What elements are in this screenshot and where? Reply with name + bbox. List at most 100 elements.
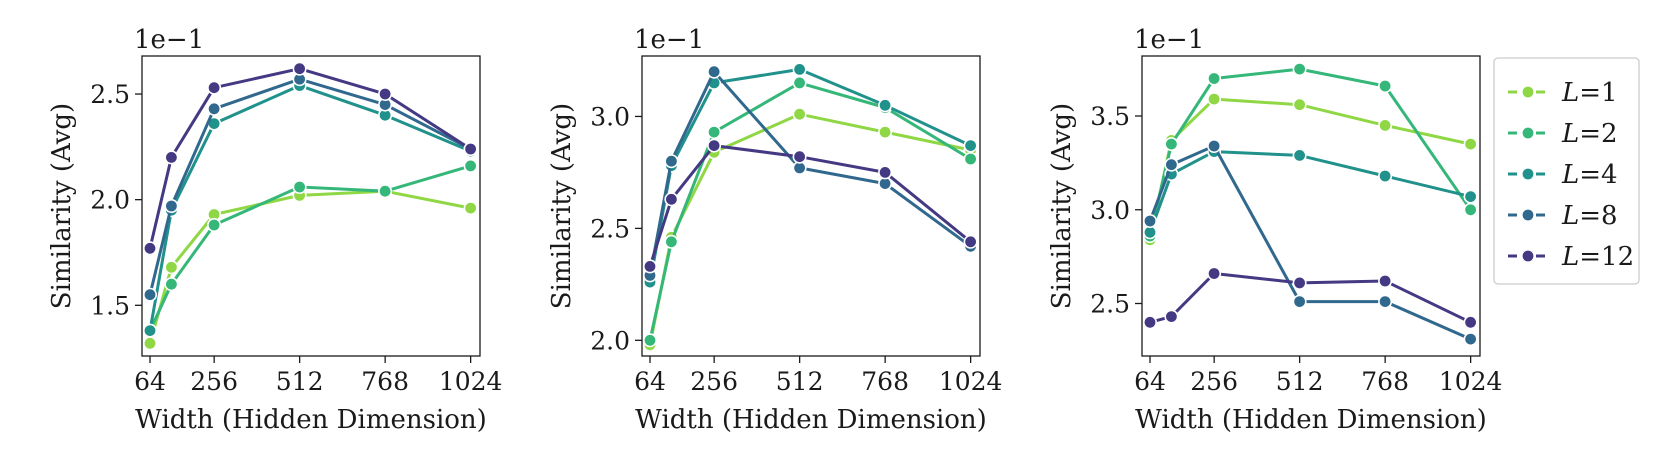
y-tick-label: 2.5 (1090, 290, 1130, 319)
series-L=4 (1143, 144, 1478, 240)
legend-label: L=4 (1561, 160, 1618, 190)
legend: L=1L=2L=4L=8L=12 (1493, 57, 1640, 285)
data-point (164, 199, 179, 214)
data-point (792, 107, 807, 122)
data-point (164, 260, 179, 275)
data-point (143, 323, 158, 338)
x-axis-label: Width (Hidden Dimension) (1135, 405, 1487, 435)
data-point (1207, 92, 1222, 107)
data-point (463, 201, 478, 216)
y-tick-label: 1.5 (90, 291, 130, 320)
legend-label: L=2 (1561, 119, 1618, 149)
data-point (878, 165, 893, 180)
legend-label-value: =8 (1579, 201, 1617, 231)
legend-marker (1521, 85, 1536, 100)
data-point (1292, 148, 1307, 163)
x-tick-label: 768 (861, 367, 909, 396)
legend-marker (1521, 208, 1536, 223)
y-tick-label: 2.5 (90, 80, 130, 109)
x-tick-label: 256 (1190, 367, 1238, 396)
data-point (378, 184, 393, 199)
data-point (792, 75, 807, 90)
data-point (207, 101, 222, 116)
legend-box (1493, 57, 1640, 285)
y-axis-label: Similarity (Avg) (1047, 103, 1077, 309)
series-L=8 (1143, 139, 1478, 347)
data-point (207, 218, 222, 233)
data-point (1378, 118, 1393, 133)
x-tick-label: 1024 (1439, 367, 1503, 396)
x-tick-label: 64 (634, 367, 666, 396)
series-line (1148, 144, 1473, 341)
data-point (963, 138, 978, 153)
data-point (1463, 202, 1478, 217)
data-point (664, 192, 679, 207)
data-point (642, 333, 657, 348)
data-point (707, 64, 722, 79)
data-point (1378, 79, 1393, 94)
series-line (1148, 97, 1473, 242)
series-line (648, 70, 973, 277)
data-point (792, 149, 807, 164)
y-axis-label: Similarity (Avg) (547, 103, 577, 309)
legend-label: L=12 (1561, 242, 1634, 272)
y-tick-label: 3.0 (590, 102, 630, 131)
data-point (143, 336, 158, 351)
y-offset-label: 1e−1 (1134, 25, 1204, 55)
series-L=1 (642, 107, 978, 352)
chart-panel-3: 64 256 512 768 1024 2.5 3.0 3.5 1e−1 Width (Hidde… (1047, 25, 1502, 435)
x-tick-label: 768 (361, 367, 409, 396)
legend-label-var: L (1561, 201, 1579, 231)
data-point (1164, 137, 1179, 152)
legend-label-var: L (1561, 160, 1579, 190)
legend-label: L=8 (1561, 201, 1618, 231)
chart-panel-2: 64 256 512 768 1024 2.0 2.5 3.0 1e−1 Width (Hidde… (547, 25, 1002, 435)
data-point (164, 277, 179, 292)
x-tick-label: 64 (1134, 367, 1166, 396)
series-line (148, 67, 473, 250)
y-axis-label: Similarity (Avg) (47, 103, 77, 309)
data-point (642, 259, 657, 274)
data-point (1292, 294, 1307, 309)
data-point (207, 80, 222, 95)
y-tick-label: 2.5 (590, 214, 630, 243)
legend-label-var: L (1561, 242, 1579, 272)
x-tick-label: 256 (690, 367, 738, 396)
data-point (1378, 273, 1393, 288)
plot-frame (141, 55, 481, 357)
x-axis-label: Width (Hidden Dimension) (135, 405, 487, 435)
data-point (963, 234, 978, 249)
data-point (1463, 315, 1478, 330)
data-point (878, 125, 893, 140)
series-L=4 (143, 78, 478, 338)
series-line (148, 84, 473, 333)
series-L=12 (1143, 266, 1478, 330)
data-point (1207, 139, 1222, 154)
series-L=1 (1143, 92, 1478, 247)
chart-panel-1: 64 256 512 768 1024 1.5 2.0 2.51e−1 Width (Hidde… (47, 25, 502, 435)
data-point (1292, 97, 1307, 112)
legend-entry-L=12: L=12 (1508, 242, 1634, 272)
data-point (664, 154, 679, 169)
x-tick-label: 768 (1361, 367, 1409, 396)
legend-marker (1521, 167, 1536, 182)
y-tick-label: 2.0 (90, 186, 130, 215)
x-tick-label: 1024 (939, 367, 1003, 396)
series-L=2 (1143, 62, 1478, 244)
legend-label-var: L (1561, 119, 1579, 149)
data-point (963, 152, 978, 167)
data-point (1164, 309, 1179, 324)
y-offset-label: 1e−1 (634, 25, 704, 55)
data-point (1463, 137, 1478, 152)
data-point (292, 180, 307, 195)
legend-entry-L=1: L=1 (1508, 78, 1618, 108)
data-point (1164, 157, 1179, 172)
data-point (1378, 294, 1393, 309)
series-L=2 (143, 158, 478, 338)
legend-entry-L=8: L=8 (1508, 201, 1618, 231)
legend-entry-L=2: L=2 (1508, 119, 1618, 149)
plot-frame (641, 55, 981, 357)
series-L=12 (642, 138, 978, 274)
data-point (1292, 62, 1307, 77)
